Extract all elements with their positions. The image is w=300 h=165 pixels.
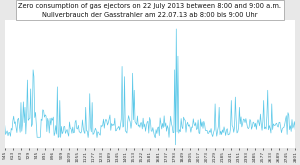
Title: Zero consumption of gas ejectors on 22 July 2013 between 8:00 and 9:00 a.m.
Null: Zero consumption of gas ejectors on 22 J… <box>19 3 281 18</box>
